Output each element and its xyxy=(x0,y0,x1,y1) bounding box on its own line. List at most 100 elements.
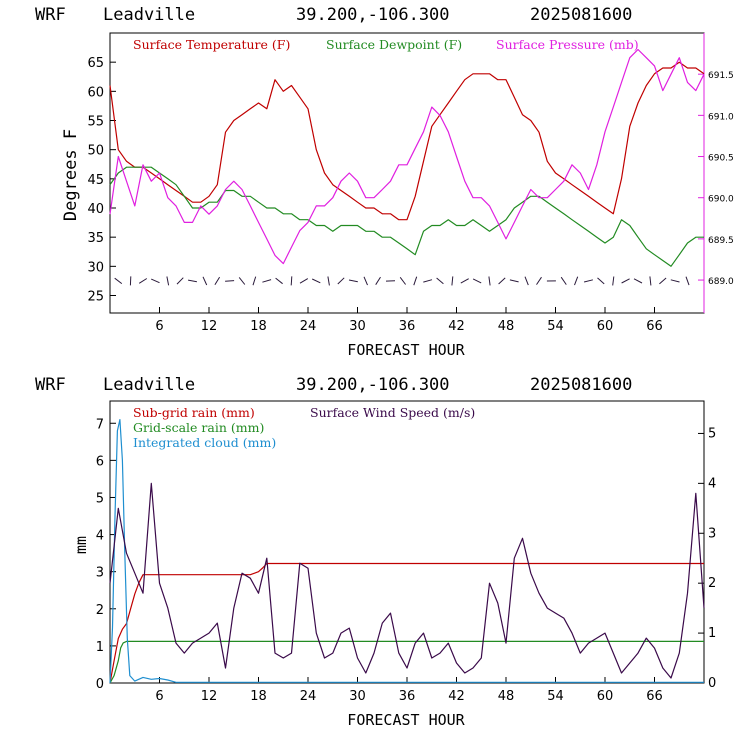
wind-barb xyxy=(202,276,208,286)
series-line-surface-wind-speed-m-s xyxy=(109,482,705,679)
x-tick-label: 24 xyxy=(300,319,317,334)
x-tick-label: 6 xyxy=(155,319,163,334)
y-tick-label: 35 xyxy=(87,231,104,246)
wind-barb xyxy=(337,277,345,285)
x-tick-label: 6 xyxy=(155,689,163,704)
y-tick-label: 55 xyxy=(87,115,104,130)
wind-barb xyxy=(488,276,491,286)
wind-barb xyxy=(399,276,407,285)
x-tick-label: 60 xyxy=(597,319,614,334)
y2-tick-label: 690.5 xyxy=(708,154,734,164)
x-tick-label: 48 xyxy=(498,319,515,334)
y-tick-label: 4 xyxy=(96,529,104,544)
wind-barb xyxy=(225,280,235,282)
y-tick-label: 60 xyxy=(87,85,104,100)
y2-tick-label: 0 xyxy=(708,676,716,691)
wind-barb xyxy=(472,278,482,284)
bottom-series-group xyxy=(109,419,705,684)
y2-tick-label: 691.0 xyxy=(708,112,734,122)
top-y2-ticks: 689.0 689.5 690.0 690.5 691.0 691.5 xyxy=(698,71,734,287)
y-tick-label: 1 xyxy=(96,640,104,655)
wind-barb xyxy=(166,276,170,286)
series-line-surface-temperature-f xyxy=(109,61,705,221)
bottom-legend-wind-speed: Surface Wind Speed (m/s) xyxy=(310,405,475,420)
wind-barb xyxy=(685,276,690,286)
series-line-surface-dewpoint-f xyxy=(109,166,704,267)
wind-barb xyxy=(299,278,309,284)
wind-barb xyxy=(275,277,283,285)
wind-barb xyxy=(509,279,519,283)
x-tick-label: 66 xyxy=(646,689,663,704)
series-line-integrated-cloud-mm xyxy=(109,419,704,684)
x-tick-label: 54 xyxy=(547,319,564,334)
wind-barb xyxy=(524,276,529,286)
top-header-station: Leadville xyxy=(103,5,195,25)
top-legend-dewpoint: Surface Dewpoint (F) xyxy=(326,37,462,52)
x-tick-label: 18 xyxy=(250,319,267,334)
y2-tick-label: 4 xyxy=(708,476,716,491)
wind-barb xyxy=(290,276,293,286)
wind-barb xyxy=(460,278,469,284)
wind-barb xyxy=(327,276,330,286)
bottom-y-axis-label: mm xyxy=(72,536,90,554)
y2-tick-label: 689.5 xyxy=(708,236,734,246)
y2-tick-label: 2 xyxy=(708,576,716,591)
wind-barb xyxy=(423,279,433,283)
bottom-x-ticks: 6 12 18 24 30 36 42 48 54 60 66 xyxy=(155,677,663,704)
bottom-chart: WRF Leadville 39.200,-106.300 2025081600… xyxy=(35,375,716,729)
y2-tick-label: 3 xyxy=(708,526,716,541)
wind-barb xyxy=(214,276,221,286)
top-header-model: WRF xyxy=(35,5,66,25)
y2-tick-label: 690.0 xyxy=(708,195,734,205)
top-x-axis-label: FORECAST HOUR xyxy=(347,341,465,359)
wind-barb xyxy=(188,279,197,283)
x-tick-label: 48 xyxy=(498,689,515,704)
y2-tick-label: 689.0 xyxy=(708,277,734,287)
y2-tick-label: 5 xyxy=(708,426,716,441)
wind-barb xyxy=(238,277,246,285)
x-tick-label: 36 xyxy=(399,319,416,334)
y-tick-label: 3 xyxy=(96,566,104,581)
wind-barb xyxy=(536,276,542,285)
series-line-grid-scale-rain-mm xyxy=(109,640,704,684)
wind-barb xyxy=(413,276,418,286)
y-tick-label: 40 xyxy=(87,202,104,217)
y-tick-label: 25 xyxy=(87,290,104,305)
wind-barb xyxy=(348,279,358,283)
x-tick-label: 42 xyxy=(448,319,465,334)
top-header-coords: 39.200,-106.300 xyxy=(296,5,450,25)
wind-barb xyxy=(560,276,567,285)
x-tick-label: 30 xyxy=(349,689,366,704)
x-tick-label: 42 xyxy=(448,689,465,704)
bottom-x-axis-label: FORECAST HOUR xyxy=(347,711,465,729)
x-tick-label: 24 xyxy=(300,689,317,704)
top-legend-temperature: Surface Temperature (F) xyxy=(133,37,290,52)
wind-barb xyxy=(670,279,680,283)
series-line-sub-grid-rain-mm xyxy=(109,562,704,684)
top-header-run: 2025081600 xyxy=(530,5,632,25)
wind-barb xyxy=(583,279,594,283)
bottom-header-coords: 39.200,-106.300 xyxy=(296,375,450,395)
y-tick-label: 6 xyxy=(96,454,104,469)
wind-barb xyxy=(151,278,160,284)
top-series-group xyxy=(109,48,705,267)
bottom-header-station: Leadville xyxy=(103,375,195,395)
x-tick-label: 30 xyxy=(349,319,366,334)
y-tick-label: 5 xyxy=(96,491,104,506)
wind-barbs-row xyxy=(114,276,690,286)
top-y-ticks: 25 30 35 40 45 50 55 60 65 xyxy=(87,56,116,305)
wind-barb xyxy=(659,277,667,285)
y2-tick-label: 691.5 xyxy=(708,71,734,81)
wind-barb xyxy=(621,278,630,284)
x-tick-label: 66 xyxy=(646,319,663,334)
x-tick-label: 12 xyxy=(201,689,218,704)
x-tick-label: 60 xyxy=(597,689,614,704)
bottom-legend-integrated-cloud: Integrated cloud (mm) xyxy=(133,435,276,450)
wind-barb xyxy=(649,276,652,286)
y-tick-label: 0 xyxy=(96,677,104,692)
top-chart: WRF Leadville 39.200,-106.300 2025081600… xyxy=(35,5,734,359)
wind-barb xyxy=(311,278,321,284)
x-tick-label: 12 xyxy=(201,319,218,334)
wind-barb xyxy=(138,278,148,284)
